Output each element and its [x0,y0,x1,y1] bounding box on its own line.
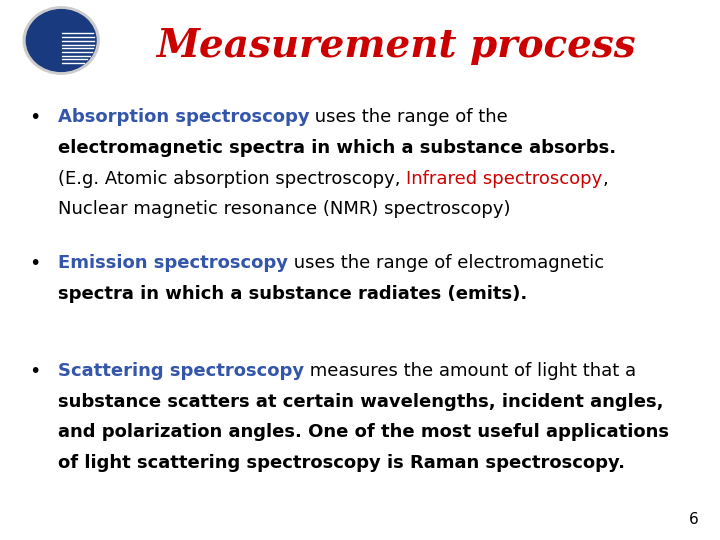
Text: Scattering spectroscopy: Scattering spectroscopy [58,362,304,380]
Circle shape [27,10,96,71]
Text: and polarization angles. One of the most useful applications: and polarization angles. One of the most… [58,423,669,441]
Text: Measurement process: Measurement process [156,27,636,65]
Text: measures the amount of light that a: measures the amount of light that a [304,362,636,380]
Text: Nuclear magnetic resonance (NMR) spectroscopy): Nuclear magnetic resonance (NMR) spectro… [58,200,510,218]
Text: 6: 6 [688,511,698,526]
Text: •: • [29,108,40,127]
Text: spectra in which a substance radiates (emits).: spectra in which a substance radiates (e… [58,285,527,302]
Text: Emission spectroscopy: Emission spectroscopy [58,254,287,272]
Polygon shape [34,16,61,65]
Text: uses the range of electromagnetic: uses the range of electromagnetic [287,254,604,272]
Text: •: • [29,362,40,381]
Text: •: • [29,254,40,273]
Text: electromagnetic spectra in which a substance absorbs.: electromagnetic spectra in which a subst… [58,139,616,157]
Text: uses the range of the: uses the range of the [309,108,508,126]
Text: Absorption spectroscopy: Absorption spectroscopy [58,108,309,126]
Text: substance scatters at certain wavelengths, incident angles,: substance scatters at certain wavelength… [58,393,663,410]
Circle shape [23,7,99,74]
Text: of light scattering spectroscopy is Raman spectroscopy.: of light scattering spectroscopy is Rama… [58,454,625,472]
Text: (E.g. Atomic absorption spectroscopy,: (E.g. Atomic absorption spectroscopy, [58,170,406,187]
Text: ,: , [602,170,608,187]
Text: Infrared spectroscopy: Infrared spectroscopy [406,170,602,187]
